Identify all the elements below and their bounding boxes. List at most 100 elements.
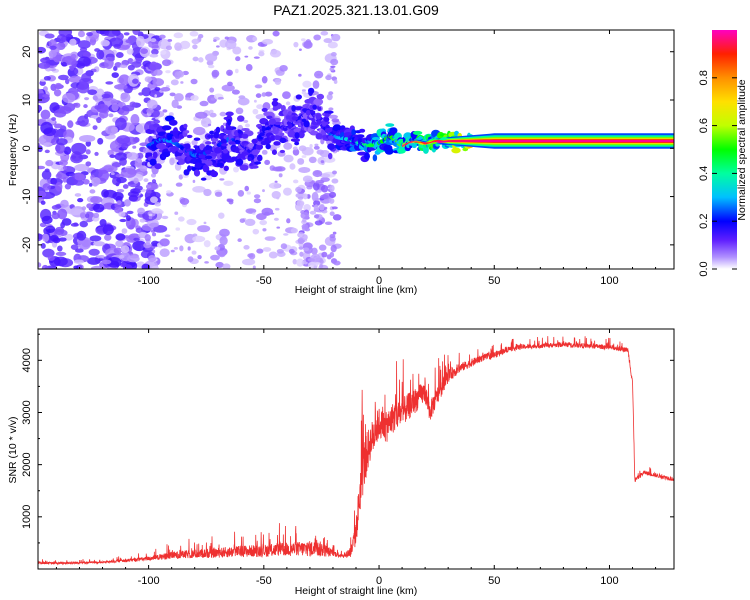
spectrogram-cell [121,142,129,150]
spectrogram-cell [49,45,57,50]
spectrogram-cell [88,248,100,256]
spectrogram-cell [94,105,102,110]
spectrogram-cell [331,118,340,123]
spectrogram-cell [73,259,85,264]
spectrogram-cell [259,219,268,226]
spectrogram-cell [261,76,268,84]
spectrogram-cell [151,179,157,184]
spectrogram-ridge-cell [209,130,215,135]
spectrogram-cell [85,149,91,155]
spectrogram-cell [216,45,220,48]
spectrogram-cell [161,59,172,67]
colorbar-tick-label: 0.2 [698,214,710,229]
spectrogram-cell [314,197,321,201]
spectrogram-cell [76,230,87,241]
spectrogram-cell [81,206,87,211]
spectrogram-ridge-cell [237,129,243,134]
spectrogram-cell [237,190,245,197]
spectrogram-ridge-cell [178,158,186,165]
spectrogram-cell [104,234,112,241]
snr-x-ticks: -100 -50 0 50 100 [55,329,657,587]
spectrogram-cell [115,117,127,131]
spectrogram-cell [151,208,163,214]
spectrogram-cell [207,123,212,127]
spectrogram-cell [53,123,63,129]
spectrogram-cell [62,165,67,171]
snr-panel: -100 -50 0 50 100 1000 2000 3000 4000 Height of… [7,328,675,597]
spectrogram-cell [272,166,283,172]
spectrogram-cell [89,189,96,194]
spectrogram-ridge-cell [412,130,423,136]
spectrogram-cell [152,232,157,237]
spectrogram-cell [140,48,149,55]
spectrogram-cell [302,80,312,88]
spectrogram-cell [185,97,191,101]
spectrogram-ridge-cell [261,107,268,112]
spectrogram-cell [171,99,179,109]
spectrogram-cell [261,92,267,97]
spectrogram-ridge-cell [222,148,229,154]
snr-x-tick-label: 50 [488,575,500,587]
spectrogram-cell [327,41,338,49]
spectrogram-cell [301,89,306,92]
spectrogram-cell [133,177,139,184]
spectrogram-cell [60,221,66,229]
spectrogram-ridge-cell [210,170,219,178]
spectrogram-cell [55,142,66,154]
spectrogram-cell [125,215,131,222]
spectrogram-cell [152,249,156,254]
spectrogram-cell [70,53,77,59]
spectrogram-cell [86,32,93,37]
spectrogram-cell [237,238,242,243]
spectrogram-cell [141,161,149,166]
spectrogram-cell [70,222,79,227]
spectrogram-cell [269,49,282,58]
spectrogram-ridge-cell [286,121,292,125]
spectrogram-cell [214,246,221,251]
spectrogram-cell [331,178,339,184]
spectrogram-cell [131,61,142,68]
spectrogram-cell [333,260,341,266]
spectrogram-cell [130,114,140,126]
spectrogram-cell [136,152,144,160]
spectrogram-cell [329,251,335,258]
spectrogram-cell [40,200,46,205]
spectrogram-cell [242,258,256,266]
spectrogram-ridge-cell [356,134,365,139]
spectrogram-carrier-band [402,133,674,149]
spectrogram-cell [323,38,333,44]
spectrogram-cell [79,212,86,219]
spectrogram-cell [231,89,240,95]
spectrogram-cell [239,218,246,223]
spectrogram-ridge-cell [327,152,333,160]
spectrogram-cell [253,56,260,59]
spectrogram-cell [158,183,163,187]
spectrogram-cell [42,233,50,242]
spectrogram-cell [308,156,317,164]
spectrogram-cell [217,250,226,258]
spectrogram-cell [160,87,171,92]
spectrogram-cell [38,233,43,242]
spectrogram-cell [120,245,130,253]
spectrogram-cell [187,256,194,263]
spectrogram-ridge-cell [280,104,286,112]
spectrogram-cell [137,207,145,215]
spectrogram-cell [164,234,171,238]
spectrogram-cell [223,180,234,186]
spectrogram-ridge-cell [206,159,213,167]
spectrogram-ridge-cell [235,158,244,166]
spectrogram-cell [123,199,131,207]
spectrogram-cell [160,50,167,55]
spectrogram-cell [298,73,302,77]
spectrogram-x-label: Height of straight line (km) [295,284,418,296]
spectrogram-cell [325,74,332,81]
spectrogram-cell [43,142,53,148]
spectrogram-cell [252,36,258,42]
spectrogram-cell [74,248,84,253]
spectrogram-cell [151,48,159,55]
snr-y-tick-label: 4000 [21,348,33,372]
spectrogram-cell [50,234,59,242]
spectrogram-cell [88,182,93,187]
spectrogram-ridge-cell [162,151,171,158]
